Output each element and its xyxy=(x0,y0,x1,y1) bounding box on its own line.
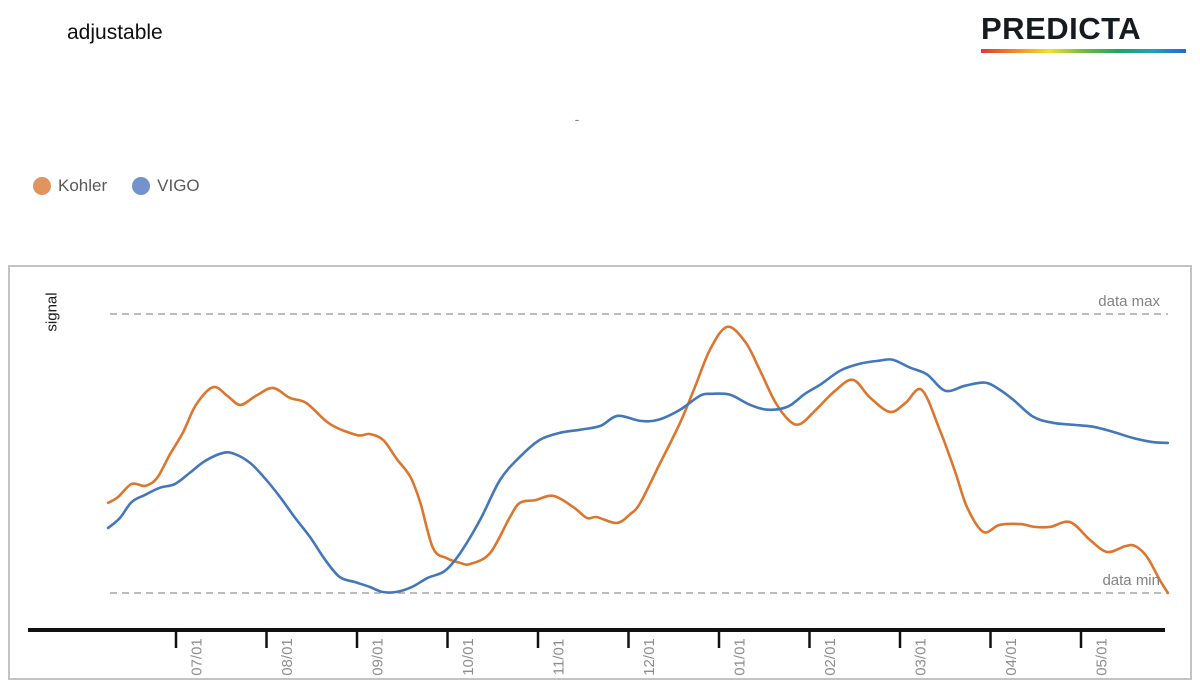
x-tick-label: 08/01 xyxy=(279,638,296,676)
vigo-series-dot-icon xyxy=(132,177,151,195)
x-tick-label: 02/01 xyxy=(822,638,839,676)
vigo-line[interactable] xyxy=(106,358,1170,594)
x-tick-label: 01/01 xyxy=(732,638,749,676)
x-tick-label: 11/01 xyxy=(551,639,568,675)
brand-rainbow-underline xyxy=(981,49,1186,53)
legend-label: VIGO xyxy=(157,176,200,195)
legend-item-vigo[interactable]: VIGO xyxy=(132,176,200,196)
kohler-line[interactable] xyxy=(106,325,1170,595)
brand-logo: PREDICTA xyxy=(981,12,1186,53)
x-tick-label: 05/01 xyxy=(1094,638,1111,676)
chart-panel: 07/01 08/01 09/01 10/01 11/01 12/01 01/01 02/01… xyxy=(8,265,1192,680)
kohler-series-dot-icon xyxy=(33,177,51,195)
data-max-label[interactable]: data max xyxy=(1098,293,1160,310)
subtitle-dash: - xyxy=(574,111,580,127)
x-tick-label: 09/01 xyxy=(370,638,387,676)
y-axis-title: signal xyxy=(43,292,61,332)
x-tick-label: 07/01 xyxy=(189,638,206,676)
legend-label: Kohler xyxy=(58,176,108,195)
brand-name: PREDICTA xyxy=(981,11,1142,46)
page-title: adjustable xyxy=(67,21,163,44)
x-tick-label: 10/01 xyxy=(460,638,477,676)
x-tick-label: 04/01 xyxy=(1003,638,1020,676)
legend-item-kohler[interactable]: Kohler xyxy=(33,176,107,196)
x-tick-label: 12/01 xyxy=(641,638,658,676)
chart-canvas[interactable]: 07/01 08/01 09/01 10/01 11/01 12/01 01/01 02/01… xyxy=(10,267,1190,678)
x-tick-label: 03/01 xyxy=(913,638,930,676)
data-min-label[interactable]: data min xyxy=(1102,572,1160,589)
legend: Kohler VIGO xyxy=(33,176,200,196)
